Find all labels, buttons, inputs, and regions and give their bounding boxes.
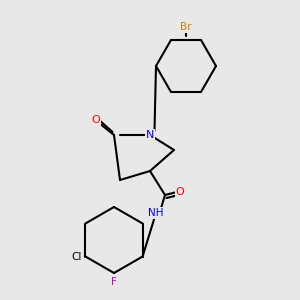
Text: F: F [111,277,117,287]
Text: O: O [92,115,100,125]
Text: O: O [176,187,184,197]
Text: Br: Br [180,22,192,32]
Text: Cl: Cl [71,251,82,262]
Text: N: N [146,130,154,140]
Text: NH: NH [148,208,164,218]
